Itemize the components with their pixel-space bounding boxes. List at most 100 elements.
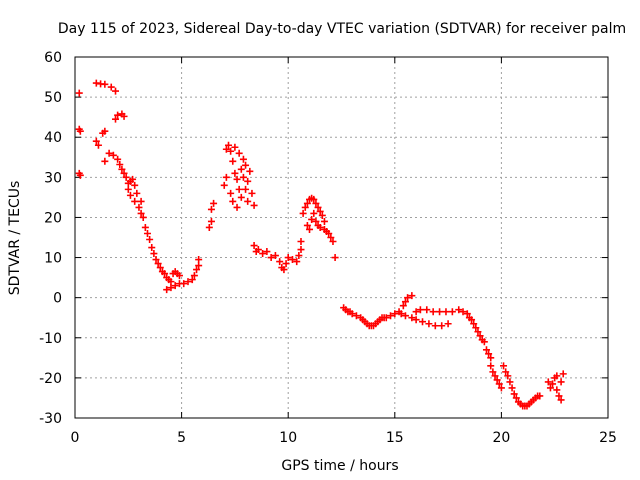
data-point (297, 246, 305, 254)
data-point (210, 199, 218, 207)
data-point (546, 384, 554, 392)
data-point (171, 282, 179, 290)
data-point (207, 205, 215, 213)
data-point (480, 338, 488, 346)
data-point (293, 258, 301, 266)
data-point (141, 223, 149, 231)
data-point (233, 203, 241, 211)
data-point (306, 225, 314, 233)
data-point (401, 312, 409, 320)
data-point (120, 169, 128, 177)
data-point (472, 324, 480, 332)
data-point (131, 197, 139, 205)
data-points (75, 79, 567, 410)
data-point (259, 250, 267, 258)
data-point (408, 292, 416, 300)
data-point (116, 160, 124, 168)
data-point (504, 372, 512, 380)
data-point (267, 254, 275, 262)
data-point (431, 322, 439, 330)
x-tick-label: 20 (492, 430, 510, 446)
data-point (124, 185, 132, 193)
data-point (131, 181, 139, 189)
y-tick-label: 0 (53, 291, 62, 307)
data-point (207, 217, 215, 225)
data-point (190, 272, 198, 280)
data-point (387, 312, 395, 320)
data-point (557, 396, 565, 404)
data-point (133, 189, 141, 197)
data-point (482, 346, 490, 354)
data-point (225, 141, 233, 149)
data-point (470, 320, 478, 328)
data-point (404, 294, 412, 302)
x-tick-label: 15 (386, 430, 404, 446)
y-tick-label: 20 (44, 210, 62, 226)
data-point (188, 276, 196, 284)
data-point (459, 308, 467, 316)
data-point (137, 197, 145, 205)
data-point (205, 223, 213, 231)
data-point (312, 199, 320, 207)
data-point (167, 284, 175, 292)
data-point (222, 173, 230, 181)
data-point (109, 151, 117, 159)
data-point (299, 209, 307, 217)
data-point (476, 332, 484, 340)
data-point (284, 254, 292, 262)
data-point (557, 378, 565, 386)
data-point (508, 384, 516, 392)
data-point (114, 111, 122, 119)
data-point (489, 368, 497, 376)
data-point (101, 80, 109, 88)
data-point (314, 203, 322, 211)
data-point (137, 209, 145, 217)
y-tick-label: 60 (44, 50, 62, 66)
data-point (254, 246, 262, 254)
data-point (167, 278, 175, 286)
data-point (412, 308, 420, 316)
data-point (229, 197, 237, 205)
data-point (316, 223, 324, 231)
data-point (555, 392, 563, 400)
data-point (112, 115, 120, 123)
data-point (536, 392, 544, 400)
data-point (75, 89, 83, 97)
data-point (544, 378, 552, 386)
data-point (487, 362, 495, 370)
data-point (118, 165, 126, 173)
data-point (152, 256, 160, 264)
data-point (495, 380, 503, 388)
data-point (282, 260, 290, 268)
data-point (233, 175, 241, 183)
data-point (163, 286, 171, 294)
data-point (412, 316, 420, 324)
data-point (468, 316, 476, 324)
data-point (135, 203, 143, 211)
data-point (101, 157, 109, 165)
data-point (301, 203, 309, 211)
data-point (491, 372, 499, 380)
data-point (250, 201, 258, 209)
data-point (129, 175, 137, 183)
data-point (222, 145, 230, 153)
data-point (239, 173, 247, 181)
data-point (312, 217, 320, 225)
chart-title: Day 115 of 2023, Sidereal Day-to-day VTE… (58, 21, 626, 37)
data-point (271, 252, 279, 260)
data-point (320, 217, 328, 225)
y-tick-label: -20 (39, 371, 62, 387)
data-point (114, 155, 122, 163)
data-point (382, 314, 390, 322)
data-point (436, 308, 444, 316)
data-point (442, 308, 450, 316)
data-point (154, 260, 162, 268)
data-point (463, 310, 471, 318)
data-point (474, 328, 482, 336)
data-point (120, 112, 128, 120)
data-point (231, 143, 239, 151)
data-point (161, 270, 169, 278)
data-point (455, 306, 463, 314)
data-point (502, 368, 510, 376)
